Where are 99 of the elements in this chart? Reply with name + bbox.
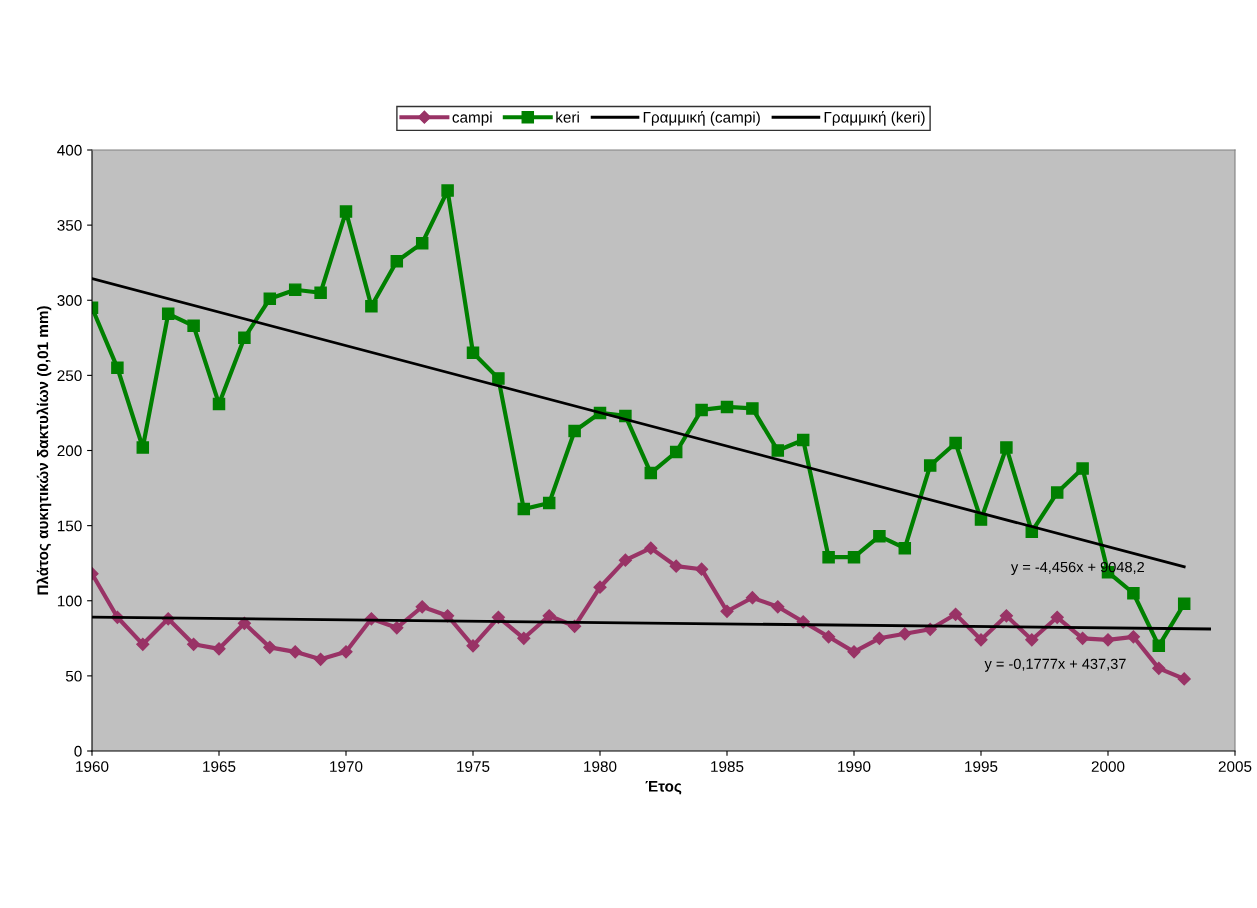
y-tick-label: 150 bbox=[57, 520, 82, 532]
x-axis-title: Έτος bbox=[645, 781, 682, 795]
point bbox=[263, 292, 277, 305]
point bbox=[1076, 631, 1090, 645]
point bbox=[999, 609, 1013, 623]
x-tick-label: 1985 bbox=[711, 761, 744, 772]
legend-label: keri bbox=[556, 111, 579, 123]
point bbox=[1127, 586, 1140, 600]
point bbox=[872, 631, 886, 645]
point bbox=[161, 307, 175, 321]
point bbox=[238, 331, 251, 345]
x-tick-label: 1970 bbox=[330, 761, 363, 772]
point bbox=[796, 433, 810, 447]
point bbox=[1000, 441, 1013, 454]
point bbox=[1152, 661, 1166, 675]
point bbox=[111, 361, 124, 375]
x-tick-label: 1990 bbox=[838, 761, 871, 772]
point bbox=[618, 553, 632, 567]
point bbox=[949, 607, 963, 621]
point bbox=[339, 205, 353, 218]
point bbox=[720, 604, 734, 618]
x-tick-label: 1975 bbox=[457, 761, 490, 772]
x-tick-label: 1960 bbox=[76, 761, 109, 772]
point bbox=[720, 400, 734, 414]
point bbox=[415, 600, 429, 614]
point bbox=[873, 529, 886, 543]
point bbox=[466, 639, 480, 653]
point bbox=[847, 645, 861, 659]
point bbox=[415, 236, 429, 250]
point bbox=[263, 640, 277, 654]
y-tick-label: 250 bbox=[57, 370, 82, 382]
point bbox=[771, 444, 785, 457]
y-tick-label: 100 bbox=[57, 595, 82, 607]
point bbox=[212, 397, 226, 411]
point bbox=[1177, 672, 1191, 686]
point bbox=[288, 645, 302, 659]
y-tick-label: 350 bbox=[57, 219, 82, 231]
point bbox=[1050, 610, 1064, 624]
point bbox=[974, 633, 988, 647]
y-tick-label: 50 bbox=[65, 670, 82, 682]
legend-label: Γραμμική (keri) bbox=[824, 111, 925, 126]
x-tick-label: 2000 bbox=[1091, 761, 1125, 772]
y-tick-label: 400 bbox=[57, 144, 82, 156]
point bbox=[314, 652, 328, 666]
point bbox=[644, 541, 658, 555]
x-tick-label: 1995 bbox=[965, 761, 998, 772]
point bbox=[746, 402, 759, 415]
point bbox=[441, 609, 455, 623]
point bbox=[390, 621, 404, 635]
point bbox=[847, 550, 861, 564]
point bbox=[390, 254, 404, 268]
point bbox=[923, 459, 937, 472]
point bbox=[898, 627, 912, 641]
point bbox=[898, 541, 912, 555]
point bbox=[339, 645, 353, 659]
y-tick-label: 300 bbox=[57, 295, 82, 306]
legend-label: campi bbox=[452, 111, 492, 126]
point bbox=[1152, 639, 1166, 653]
point bbox=[187, 319, 200, 333]
point bbox=[466, 346, 480, 360]
point bbox=[136, 637, 150, 651]
point bbox=[1050, 486, 1064, 499]
point bbox=[187, 637, 201, 651]
point bbox=[492, 372, 505, 385]
point bbox=[669, 559, 683, 573]
point bbox=[517, 502, 531, 516]
point bbox=[644, 466, 658, 480]
point bbox=[669, 445, 683, 459]
point bbox=[441, 184, 454, 197]
point bbox=[1025, 633, 1039, 647]
point bbox=[1101, 633, 1115, 647]
y-tick-label: 200 bbox=[57, 445, 82, 457]
y-axis-title: Πλάτος αυκητικών δακτυλίων (0,01 mm) bbox=[36, 306, 52, 595]
legend-label: Γραμμική (campi) bbox=[643, 111, 760, 126]
point bbox=[314, 286, 327, 299]
point bbox=[365, 300, 378, 313]
point bbox=[136, 441, 150, 454]
x-tick-label: 2005 bbox=[1218, 761, 1252, 772]
x-tick-label: 1980 bbox=[584, 761, 617, 772]
point bbox=[593, 580, 607, 594]
point bbox=[822, 550, 835, 564]
point bbox=[517, 631, 531, 645]
point bbox=[1177, 597, 1191, 611]
point bbox=[822, 630, 836, 644]
point bbox=[212, 642, 226, 656]
point bbox=[1076, 462, 1089, 475]
x-tick-label: 1965 bbox=[203, 761, 236, 772]
point bbox=[695, 403, 708, 417]
point bbox=[771, 600, 785, 614]
point bbox=[542, 496, 556, 510]
point bbox=[542, 609, 556, 623]
point bbox=[1126, 630, 1140, 644]
point bbox=[949, 436, 962, 450]
annotation: y = -0,1777x + 437,37 bbox=[984, 658, 1126, 672]
point bbox=[288, 283, 302, 296]
point bbox=[745, 591, 759, 605]
point bbox=[568, 424, 581, 438]
point bbox=[695, 562, 709, 576]
y-tick-label: 0 bbox=[74, 745, 82, 757]
